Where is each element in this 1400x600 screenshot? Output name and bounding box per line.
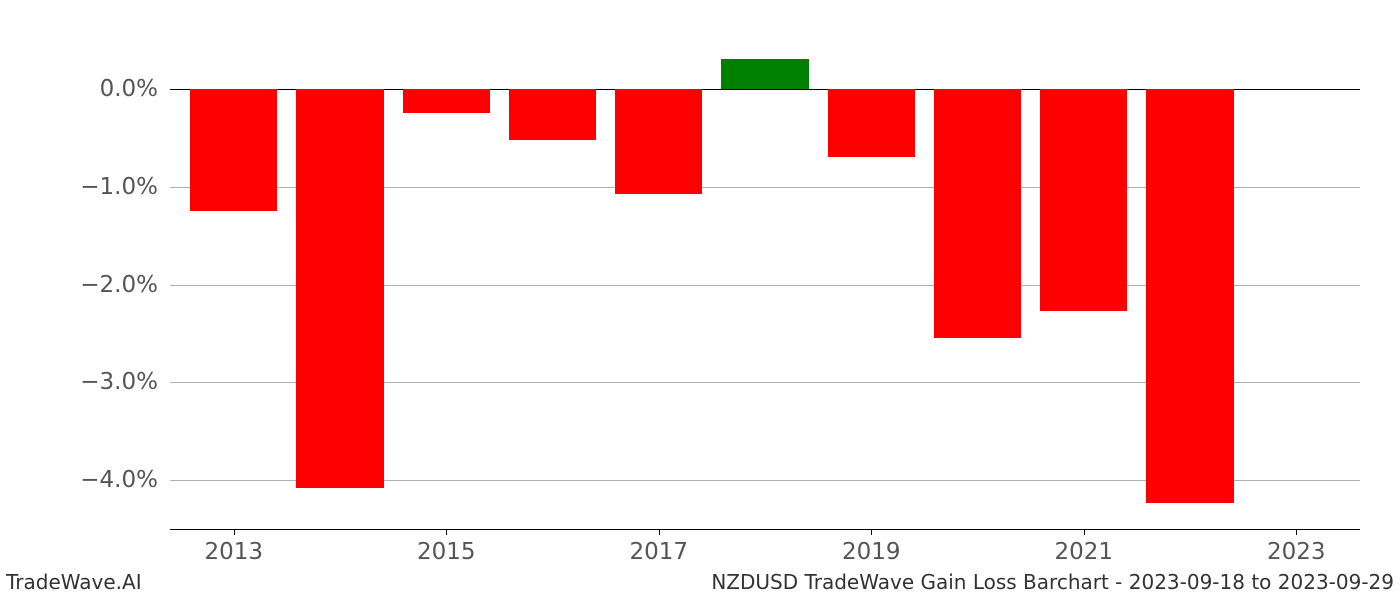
xtick-label: 2013 — [204, 539, 263, 565]
bar — [509, 89, 596, 140]
chart-container: 0.0%−1.0%−2.0%−3.0%−4.0%2013201520172019… — [170, 40, 1360, 530]
bar — [296, 89, 383, 488]
xtick-mark — [659, 529, 660, 535]
xtick-mark — [871, 529, 872, 535]
xtick-mark — [1296, 529, 1297, 535]
bar — [403, 89, 490, 113]
xtick-label: 2015 — [417, 539, 476, 565]
ytick-label: −4.0% — [80, 467, 158, 493]
footer-left-label: TradeWave.AI — [6, 570, 142, 594]
bar — [934, 89, 1021, 338]
bar — [1040, 89, 1127, 311]
xtick-mark — [1084, 529, 1085, 535]
ytick-label: 0.0% — [100, 76, 158, 102]
bar — [721, 59, 808, 89]
ytick-label: −3.0% — [80, 369, 158, 395]
xtick-label: 2023 — [1267, 539, 1326, 565]
bar — [615, 89, 702, 194]
xtick-mark — [446, 529, 447, 535]
bar — [828, 89, 915, 157]
bar — [190, 89, 277, 211]
footer-right-label: NZDUSD TradeWave Gain Loss Barchart - 20… — [711, 570, 1394, 594]
xtick-mark — [234, 529, 235, 535]
plot-area: 0.0%−1.0%−2.0%−3.0%−4.0%2013201520172019… — [170, 40, 1360, 530]
ytick-label: −1.0% — [80, 174, 158, 200]
xtick-label: 2021 — [1054, 539, 1113, 565]
bar — [1146, 89, 1233, 503]
xtick-label: 2017 — [629, 539, 688, 565]
xtick-label: 2019 — [842, 539, 901, 565]
ytick-label: −2.0% — [80, 272, 158, 298]
